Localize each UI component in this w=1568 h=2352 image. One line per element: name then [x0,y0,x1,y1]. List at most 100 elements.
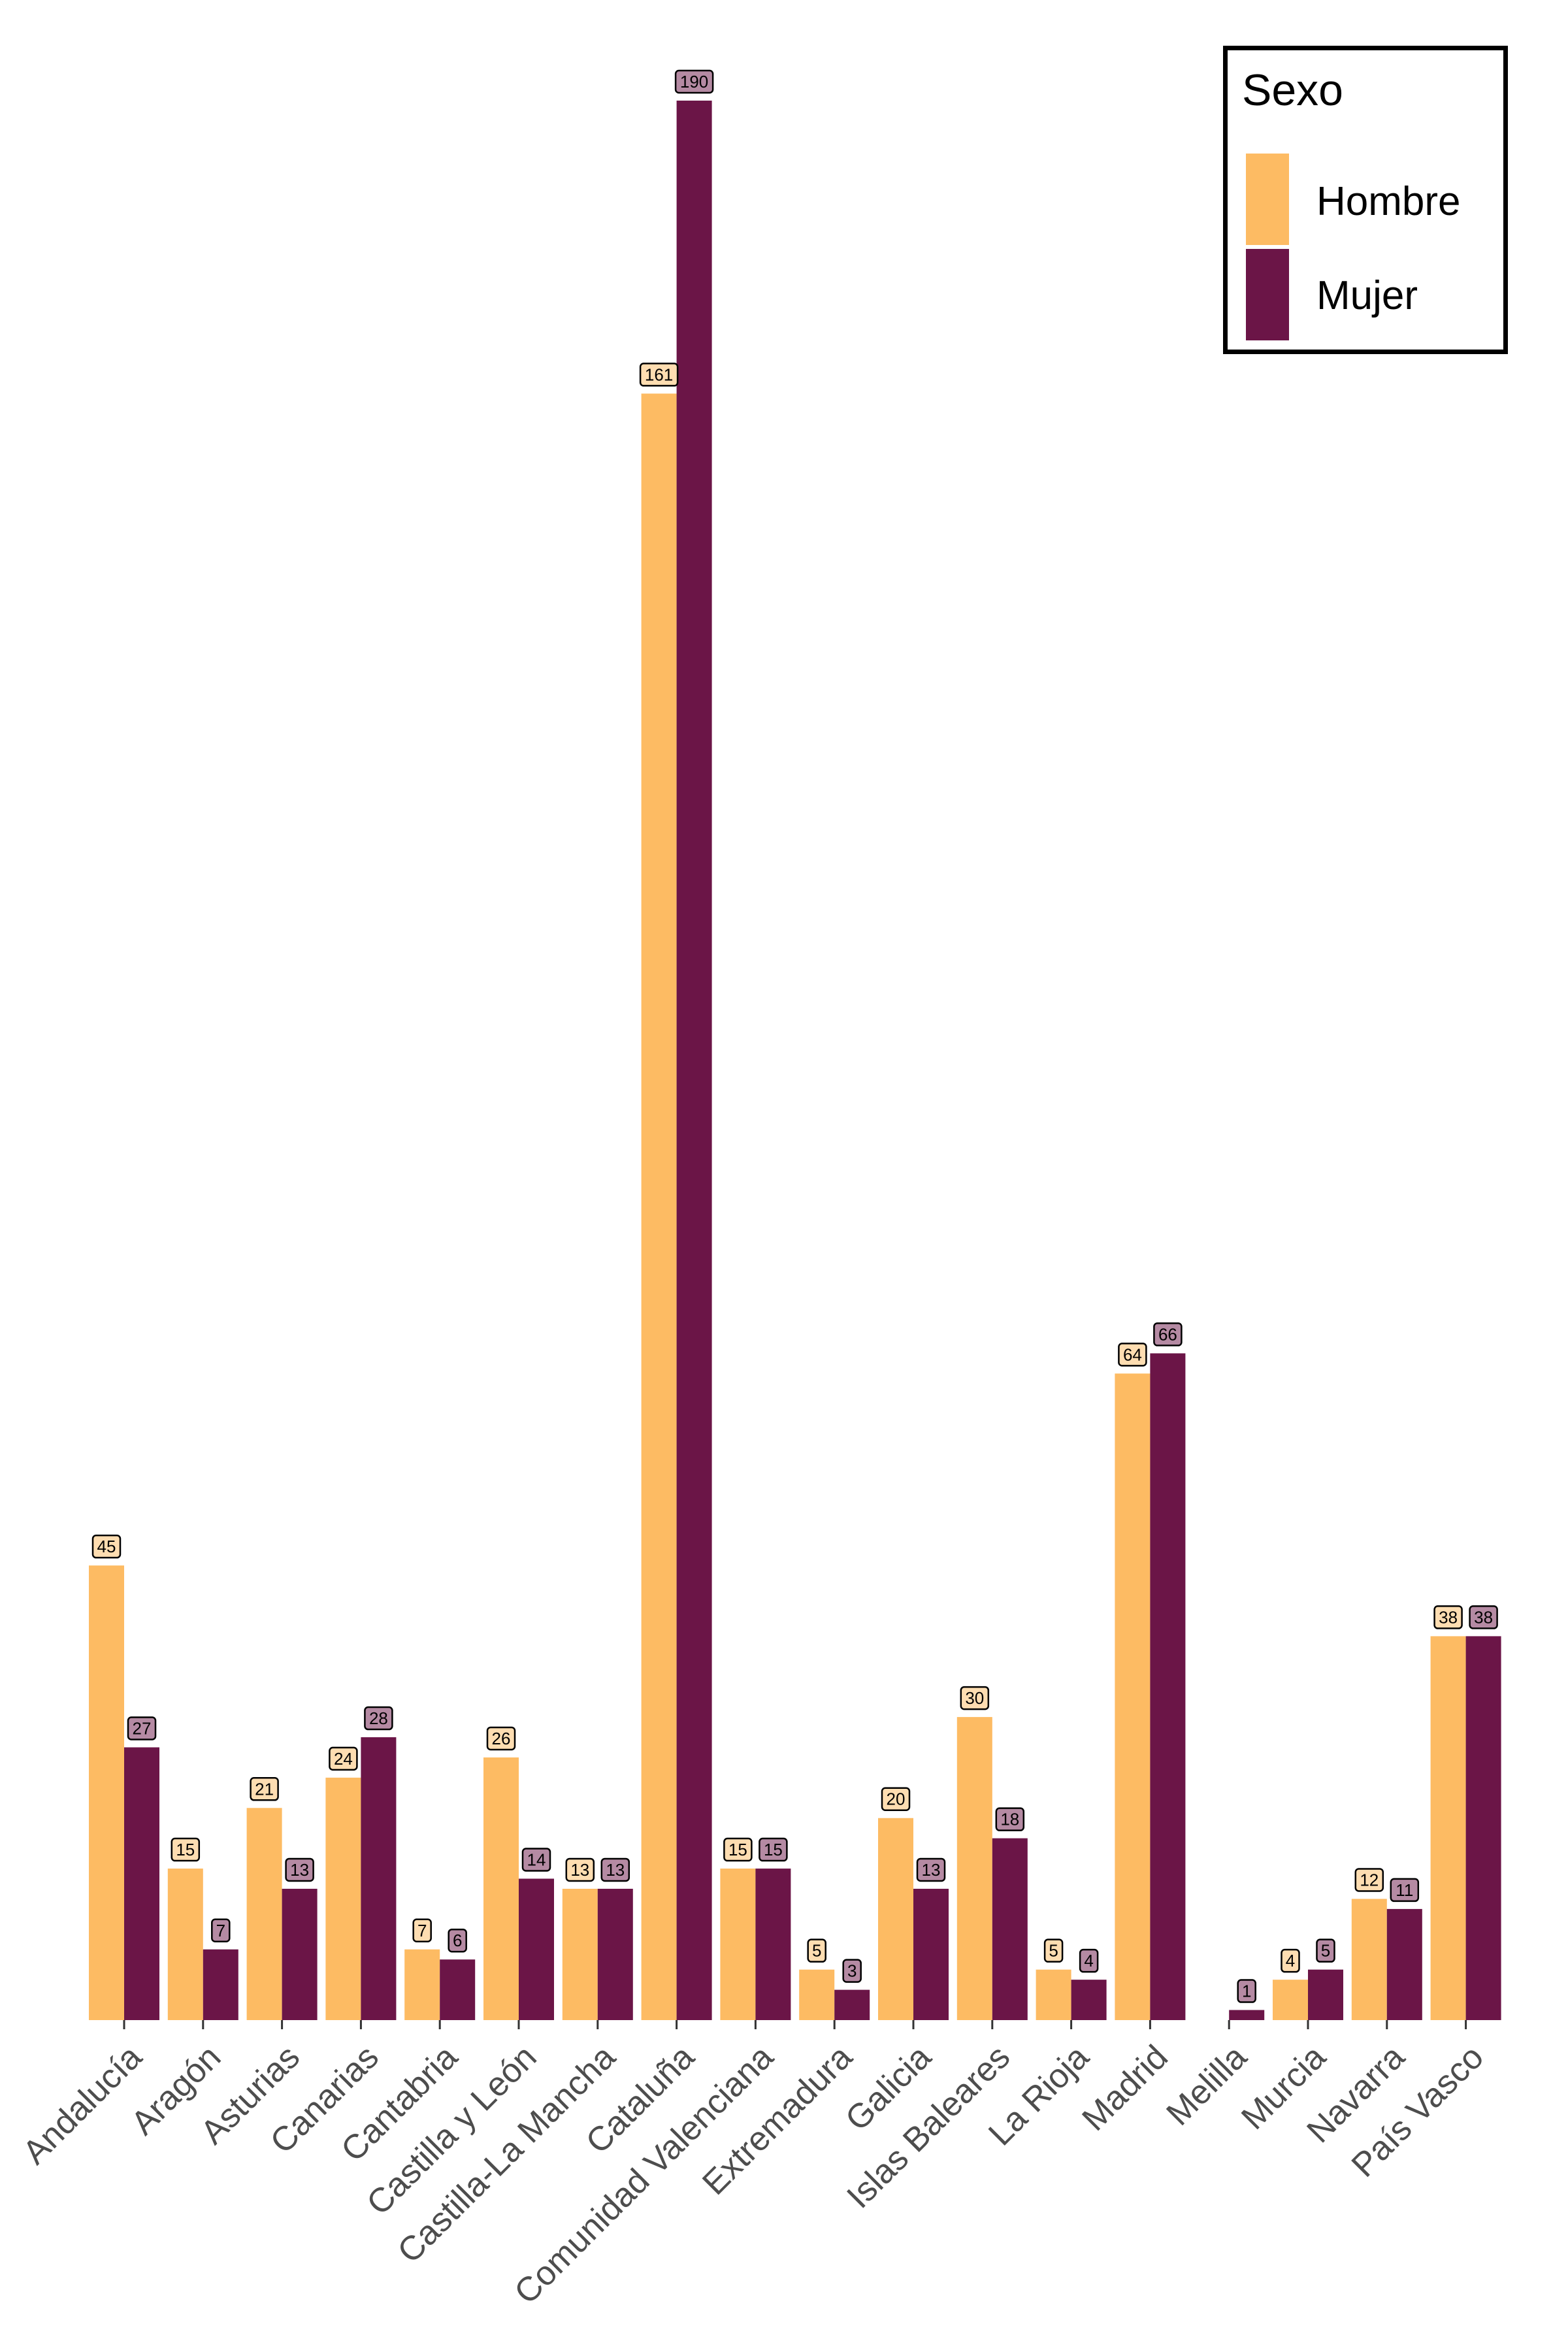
value-label-mujer-pais-vasco: 38 [1469,1605,1498,1629]
bar-hombre-castilla-y-leon [483,1757,519,2020]
bar-mujer-pais-vasco [1465,1636,1501,2020]
bar-hombre-canarias [325,1777,361,2020]
legend-label-mujer: Mujer [1316,273,1418,318]
value-label-hombre-la-rioja: 5 [1043,1938,1064,1963]
svg-text:64: 64 [1123,1345,1142,1364]
bar-hombre-navarra [1351,1899,1387,2020]
svg-text:12: 12 [1360,1870,1379,1889]
bar-mujer-melilla [1229,2010,1265,2020]
svg-text:66: 66 [1158,1324,1177,1344]
value-label-hombre-castilla-y-leon: 26 [486,1726,516,1751]
svg-text:20: 20 [887,1789,906,1809]
bar-hombre-castilla-la-mancha [562,1888,598,2020]
x-tick-label-madrid: Madrid [1075,2038,1175,2138]
value-label-hombre-extremadura: 5 [807,1938,826,1963]
bar-hombre-aragon [167,1869,203,2020]
svg-text:15: 15 [176,1840,195,1859]
bar-hombre-cantabria [404,1949,440,2020]
bar-mujer-canarias [361,1737,397,2020]
svg-text:27: 27 [133,1718,152,1738]
svg-text:18: 18 [1000,1810,1019,1829]
bar-hombre-cataluna [641,393,677,2020]
value-label-mujer-castilla-y-leon: 14 [521,1848,551,1872]
svg-text:14: 14 [527,1850,546,1870]
bar-hombre-pais-vasco [1430,1636,1466,2020]
bars-layer [89,101,1501,2020]
value-label-mujer-comunidad-valenciana: 15 [759,1837,788,1862]
value-label-hombre-canarias: 24 [329,1746,358,1771]
legend: Sexo Hombre Mujer [1223,46,1508,354]
bar-mujer-extremadura [834,1989,870,2020]
value-label-mujer-asturias: 13 [285,1857,314,1882]
svg-text:6: 6 [453,1931,462,1950]
value-label-hombre-andalucia: 45 [91,1534,122,1559]
bar-hombre-la-rioja [1036,1969,1071,2020]
bar-hombre-murcia [1273,1980,1308,2020]
svg-text:24: 24 [334,1749,353,1769]
svg-text:5: 5 [1321,1941,1330,1961]
value-label-hombre-asturias: 21 [250,1777,279,1801]
legend-swatch-mujer [1246,249,1289,340]
svg-text:13: 13 [570,1860,589,1880]
x-tick-label-andalucia: Andalucía [16,2038,150,2172]
value-label-hombre-galicia: 20 [881,1787,911,1811]
svg-text:13: 13 [290,1860,309,1880]
svg-text:7: 7 [417,1921,427,1940]
bar-mujer-asturias [282,1888,318,2020]
bar-mujer-castilla-la-mancha [597,1888,633,2020]
bar-mujer-cantabria [440,1959,476,2020]
value-label-mujer-extremadura: 3 [842,1959,862,1983]
bar-mujer-madrid [1150,1353,1186,2020]
svg-text:190: 190 [680,72,708,91]
bar-mujer-castilla-y-leon [519,1878,554,2020]
value-label-mujer-castilla-la-mancha: 13 [600,1857,630,1882]
bar-mujer-galicia [913,1888,949,2020]
bar-hombre-asturias [246,1808,282,2020]
value-label-mujer-canarias: 28 [364,1706,393,1731]
value-label-hombre-aragon: 15 [171,1837,201,1862]
legend-swatch-hombre [1246,154,1289,245]
x-axis: AndalucíaAragónAsturiasCanariasCantabria… [16,2020,1491,2311]
bar-mujer-cataluna [676,101,712,2020]
svg-text:4: 4 [1286,1951,1295,1970]
bar-hombre-comunidad-valenciana [720,1869,756,2020]
svg-text:30: 30 [965,1688,984,1708]
svg-text:38: 38 [1474,1607,1493,1627]
svg-text:161: 161 [645,365,673,384]
svg-text:21: 21 [255,1779,274,1799]
value-label-hombre-pais-vasco: 38 [1433,1605,1463,1629]
value-label-mujer-cantabria: 6 [448,1928,467,1953]
bar-hombre-madrid [1115,1373,1151,2020]
value-label-hombre-cantabria: 7 [412,1918,432,1943]
value-label-mujer-andalucia: 27 [127,1716,157,1740]
legend-title: Sexo [1242,65,1343,115]
svg-text:28: 28 [369,1708,388,1728]
svg-text:1: 1 [1242,1982,1251,2001]
value-label-mujer-madrid: 66 [1153,1322,1183,1347]
value-label-mujer-la-rioja: 4 [1079,1948,1099,1973]
value-label-hombre-islas-baleares: 30 [960,1686,990,1710]
bar-mujer-navarra [1386,1908,1422,2020]
svg-text:45: 45 [97,1537,116,1556]
legend-label-hombre: Hombre [1316,179,1461,224]
value-label-hombre-cataluna: 161 [639,363,679,387]
bar-mujer-aragon [203,1949,238,2020]
value-label-hombre-navarra: 12 [1354,1868,1384,1892]
value-label-mujer-melilla: 1 [1237,1979,1256,2003]
x-tick-label-melilla: Melilla [1159,2038,1254,2132]
bar-mujer-islas-baleares [992,1838,1028,2020]
bar-mujer-la-rioja [1071,1980,1107,2020]
svg-text:15: 15 [764,1840,783,1859]
value-label-hombre-castilla-la-mancha: 13 [565,1857,595,1882]
svg-text:5: 5 [812,1941,821,1961]
bar-mujer-andalucia [124,1747,159,2020]
bar-hombre-extremadura [799,1969,835,2020]
svg-text:4: 4 [1084,1951,1093,1970]
svg-text:5: 5 [1049,1941,1058,1961]
svg-text:15: 15 [728,1840,747,1859]
svg-text:3: 3 [847,1961,857,1981]
bar-hombre-andalucia [89,1565,124,2020]
svg-text:13: 13 [922,1860,941,1880]
value-label-mujer-cataluna: 190 [674,69,714,94]
